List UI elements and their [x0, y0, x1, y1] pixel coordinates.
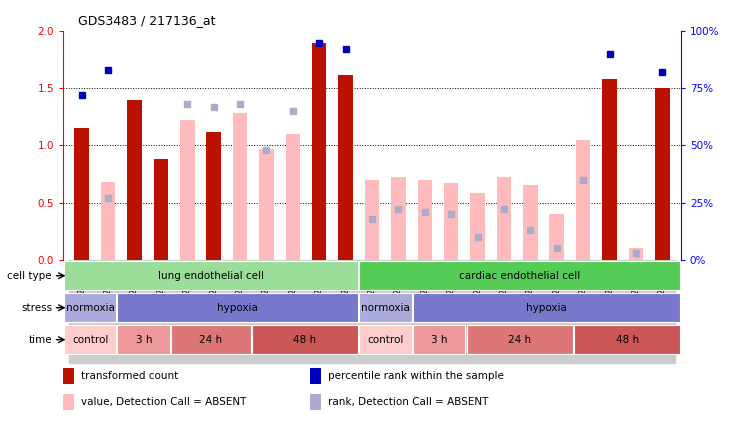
Bar [95, 260, 121, 363]
Bar [121, 260, 148, 363]
Bar [596, 260, 623, 363]
Bar [310, 368, 321, 385]
Text: transformed count: transformed count [80, 371, 178, 381]
Text: 3 h: 3 h [135, 335, 152, 345]
Bar [68, 260, 95, 363]
Text: hypoxia: hypoxia [526, 303, 567, 313]
Bar [64, 262, 358, 290]
Bar [180, 120, 194, 260]
Bar [359, 262, 680, 290]
Bar [118, 293, 358, 322]
Text: percentile rank within the sample: percentile rank within the sample [327, 371, 504, 381]
Bar [464, 260, 491, 363]
Bar [118, 325, 170, 354]
Text: time: time [28, 335, 52, 345]
Text: stress: stress [21, 303, 52, 313]
Bar [623, 260, 649, 363]
Bar [470, 194, 485, 260]
Text: control: control [72, 335, 109, 345]
Bar [259, 149, 274, 260]
Bar [411, 260, 438, 363]
Bar [359, 260, 385, 363]
Bar [385, 260, 411, 363]
Bar [286, 134, 300, 260]
Bar [550, 214, 564, 260]
Bar [649, 260, 676, 363]
Bar [233, 113, 247, 260]
Bar [64, 293, 116, 322]
Bar [417, 180, 432, 260]
Bar [517, 260, 544, 363]
Text: GDS3483 / 217136_at: GDS3483 / 217136_at [78, 14, 216, 27]
Bar [253, 260, 280, 363]
Bar [438, 260, 464, 363]
Bar [576, 140, 591, 260]
Text: value, Detection Call = ABSENT: value, Detection Call = ABSENT [80, 396, 246, 407]
Bar [148, 260, 174, 363]
Text: normoxia: normoxia [65, 303, 115, 313]
Bar [63, 368, 74, 385]
Bar [574, 325, 680, 354]
Bar [413, 293, 680, 322]
Text: 24 h: 24 h [508, 335, 531, 345]
Bar [365, 180, 379, 260]
Bar [101, 182, 115, 260]
Bar [655, 88, 670, 260]
Bar [312, 43, 327, 260]
Text: 48 h: 48 h [615, 335, 638, 345]
Bar [570, 260, 596, 363]
Text: cell type: cell type [7, 271, 52, 281]
Text: normoxia: normoxia [361, 303, 410, 313]
Bar [339, 75, 353, 260]
Text: rank, Detection Call = ABSENT: rank, Detection Call = ABSENT [327, 396, 488, 407]
Bar [444, 183, 458, 260]
Bar [74, 128, 89, 260]
Text: cardiac endothelial cell: cardiac endothelial cell [459, 271, 580, 281]
Bar [206, 134, 221, 260]
Text: 24 h: 24 h [199, 335, 222, 345]
Bar [227, 260, 253, 363]
Bar [391, 178, 405, 260]
Bar [359, 325, 411, 354]
Bar [63, 393, 74, 410]
Bar [413, 325, 466, 354]
Bar [153, 159, 168, 260]
Bar [491, 260, 517, 363]
Bar [359, 293, 411, 322]
Bar [306, 260, 333, 363]
Bar [127, 99, 142, 260]
Bar [251, 325, 358, 354]
Text: 3 h: 3 h [431, 335, 447, 345]
Text: 48 h: 48 h [293, 335, 316, 345]
Bar [466, 325, 573, 354]
Text: lung endothelial cell: lung endothelial cell [158, 271, 264, 281]
Bar [200, 260, 227, 363]
Text: hypoxia: hypoxia [217, 303, 258, 313]
Bar [171, 325, 251, 354]
Bar [310, 393, 321, 410]
Bar [497, 178, 511, 260]
Bar [544, 260, 570, 363]
Bar [629, 248, 643, 260]
Bar [174, 260, 200, 363]
Bar [523, 186, 538, 260]
Bar [206, 132, 221, 260]
Bar [280, 260, 306, 363]
Bar [64, 325, 116, 354]
Bar [333, 260, 359, 363]
Text: control: control [368, 335, 403, 345]
Bar [602, 79, 617, 260]
